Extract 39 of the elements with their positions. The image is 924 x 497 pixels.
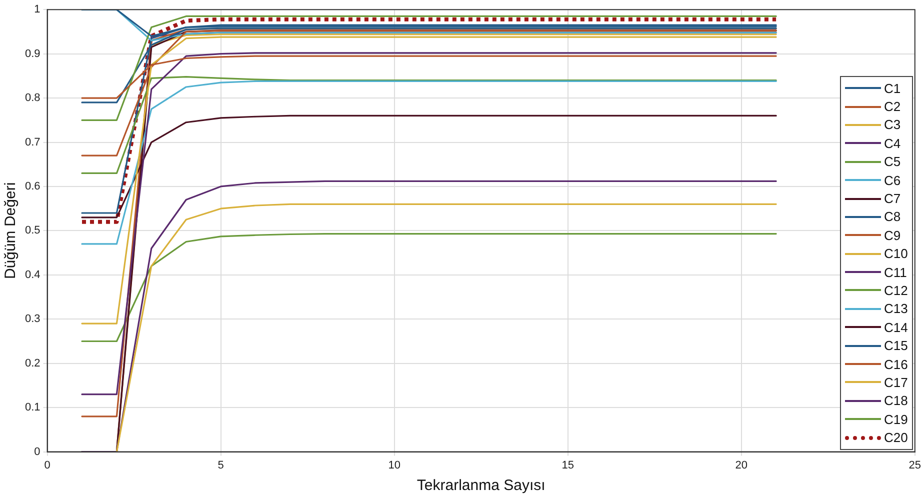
legend-label: C7	[884, 191, 901, 206]
y-tick-label: 0.2	[24, 357, 40, 370]
legend-label: C5	[884, 154, 901, 170]
x-tick-label: 25	[908, 459, 922, 472]
y-tick-label: 0	[34, 446, 40, 458]
legend-label: C1	[884, 80, 901, 96]
legend-label: C15	[884, 338, 908, 354]
legend-label: C20	[884, 430, 908, 446]
y-tick-label: 0.7	[24, 136, 40, 148]
legend-label: C10	[884, 246, 908, 262]
legend-label: C12	[884, 282, 908, 298]
x-tick-label: 5	[218, 459, 224, 472]
legend-label: C2	[884, 99, 901, 114]
legend-label: C11	[884, 264, 907, 280]
x-tick-label: 15	[562, 459, 574, 472]
y-tick-label: 0.1	[24, 402, 40, 414]
y-axis-title: Düğüm Değeri	[2, 182, 20, 280]
legend-label: C3	[884, 117, 901, 132]
y-tick-label: 0.3	[24, 313, 40, 326]
y-tick-label: 0.5	[24, 224, 40, 237]
y-tick-label: 0.8	[24, 92, 40, 104]
legend-label: C18	[884, 393, 908, 408]
x-tick-label: 10	[388, 459, 400, 472]
legend-label: C8	[884, 209, 901, 224]
y-tick-label: 0.4	[24, 268, 40, 281]
legend-label: C6	[884, 172, 901, 188]
legend-label: C13	[884, 301, 908, 316]
legend-label: C19	[884, 412, 908, 427]
x-tick-label: 20	[735, 459, 748, 472]
legend-label: C16	[884, 356, 908, 372]
legend-label: C9	[884, 228, 901, 243]
x-axis-title: Tekrarlanma Sayısı	[416, 477, 546, 494]
legend-label: C17	[884, 374, 908, 390]
y-tick-label: 0.6	[24, 180, 40, 193]
legend-label: C4	[884, 136, 901, 151]
y-tick-label: 0.9	[24, 48, 40, 60]
y-tick-label: 1	[34, 4, 40, 16]
legend-label: C14	[884, 320, 908, 335]
x-tick-label: 0	[44, 459, 50, 472]
